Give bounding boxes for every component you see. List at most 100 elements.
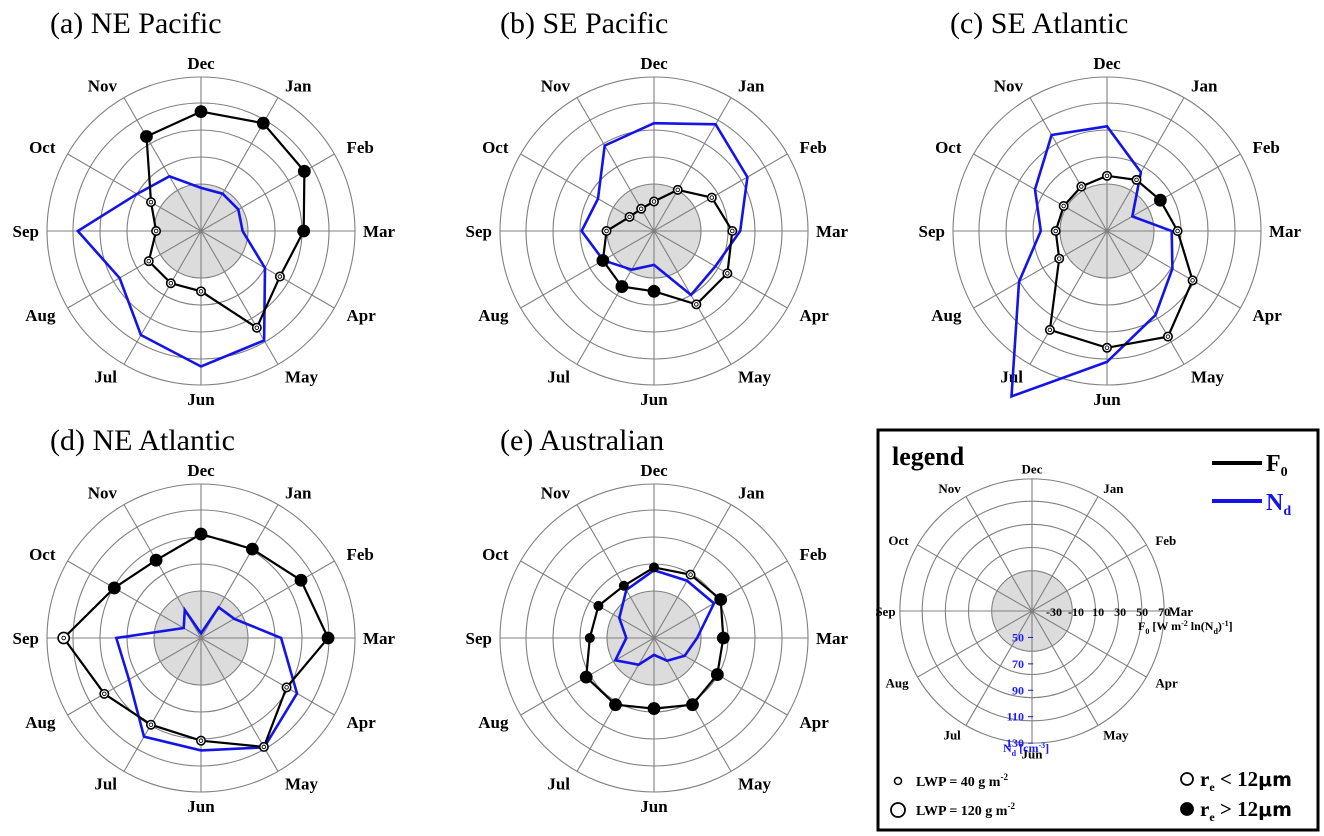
month-label-aug: Aug (886, 675, 910, 690)
f0-point-oct (593, 600, 604, 611)
spoke-nov (576, 504, 655, 639)
f0-point-jul (165, 278, 176, 289)
f0-point-mar (1172, 226, 1183, 237)
f0-point-nov (1076, 181, 1087, 192)
f0-tick-label: 30 (1114, 605, 1126, 619)
f0-point-nov (149, 553, 163, 567)
month-label-dec: Dec (1022, 462, 1043, 477)
month-label-oct: Oct (482, 138, 509, 157)
f0-point-jan (245, 542, 259, 556)
spoke-nov (123, 97, 202, 232)
f0-tick-label: -30 (1046, 605, 1062, 619)
month-label-aug: Aug (478, 713, 509, 732)
legend-nd-key: Nd (1212, 490, 1291, 519)
month-label-apr: Apr (1252, 306, 1282, 325)
month-label-feb: Feb (1252, 138, 1279, 157)
f0-point-apr (274, 271, 285, 282)
month-label-nov: Nov (88, 77, 118, 96)
spoke-aug (520, 230, 655, 309)
f0-point-oct (1058, 200, 1069, 211)
f0-point-jun (1102, 342, 1113, 353)
spoke-may (653, 230, 732, 365)
f0-point-may (1162, 331, 1173, 342)
spoke-apr (1031, 610, 1147, 678)
month-label-aug: Aug (478, 306, 509, 325)
f0-tick-label: -10 (1068, 605, 1084, 619)
month-label-nov: Nov (541, 77, 571, 96)
f0-point-jun (647, 284, 661, 298)
spoke-may (1031, 610, 1099, 726)
month-label-oct: Oct (29, 138, 56, 157)
month-label-jan: Jan (738, 484, 765, 503)
month-label-jun: Jun (1022, 747, 1044, 762)
month-label-dec: Dec (1093, 54, 1121, 73)
month-label-sep: Sep (919, 222, 945, 241)
nd-tick-label: 110 (1007, 710, 1024, 724)
month-label-feb: Feb (346, 138, 373, 157)
month-label-sep: Sep (466, 222, 492, 241)
panel-2: (b) SE Pacific Dec Jan Feb Mar Apr May Jun Jul Au… (466, 7, 849, 409)
f0-point-aug (99, 688, 110, 699)
f0-point-inner (627, 214, 632, 220)
f0-point-may (251, 322, 262, 333)
f0-point-inner (168, 280, 174, 286)
month-label-jan: Jan (1103, 481, 1124, 496)
spoke-may (1106, 230, 1185, 365)
f0-point-aug (596, 254, 610, 267)
month-label-mar: Mar (816, 629, 849, 648)
f0-point-inner (675, 187, 680, 193)
month-label-may: May (1191, 367, 1225, 386)
nd-tick-label: 50 (1012, 630, 1024, 644)
f0-point-inner (261, 744, 267, 750)
month-label-nov: Nov (938, 481, 961, 496)
month-label-feb: Feb (346, 545, 373, 564)
month-label-may: May (738, 774, 772, 793)
spoke-nov (965, 496, 1033, 612)
f0-point-jul (609, 698, 622, 712)
f0-point-inner (694, 302, 699, 307)
f0-point-jan (1131, 174, 1142, 185)
month-label-aug: Aug (25, 713, 56, 732)
f0-point-dec (648, 562, 659, 573)
spoke-jan (1106, 97, 1185, 232)
month-label-oct: Oct (935, 138, 962, 157)
f0-point-apr (1187, 275, 1198, 286)
month-label-jun: Jun (640, 797, 668, 816)
month-label-jul: Jul (94, 367, 117, 386)
f0-point-dec (1102, 170, 1113, 181)
f0-point-may (691, 299, 702, 310)
panel-title: (c) SE Atlantic (950, 7, 1128, 40)
month-label-jul: Jul (94, 774, 117, 793)
f0-point-jul (615, 280, 629, 293)
f0-point-inner (102, 691, 107, 697)
month-label-feb: Feb (799, 545, 826, 564)
f0-point-inner (1165, 334, 1171, 339)
f0-point-dec (194, 527, 208, 541)
f0-point-apr (722, 268, 733, 279)
legend-box: legend F0 Nd Dec Jan Feb Mar Apr May Jun Jul Aug… (875, 428, 1320, 832)
spoke-feb (1031, 544, 1147, 612)
month-label-jun: Jun (187, 797, 215, 816)
f0-point-inner (604, 228, 609, 234)
month-label-feb: Feb (1155, 533, 1176, 548)
f0-point-jun (196, 735, 207, 746)
legend-nd-label: Nd (1266, 490, 1291, 519)
spoke-nov (1029, 97, 1108, 232)
spoke-jul (576, 230, 655, 365)
panel-title: (b) SE Pacific (500, 7, 668, 40)
month-label-may: May (285, 774, 319, 793)
f0-axis-label: F0 [W m-2 ln(Nd)-1] (1138, 619, 1233, 636)
month-label-jan: Jan (285, 77, 312, 96)
spoke-apr (1106, 230, 1241, 309)
month-label-sep: Sep (13, 222, 39, 241)
f0-point-jan (685, 569, 696, 580)
f0-point-feb (297, 164, 311, 178)
spoke-aug (67, 637, 202, 716)
panel-1: (a) NE Pacific Dec Jan Feb Mar Apr May Jun Jul Au… (13, 7, 396, 409)
month-label-may: May (285, 367, 319, 386)
f0-point-inner (1061, 203, 1066, 209)
legend-lwp-small-marker (893, 776, 903, 786)
f0-point-inner (198, 289, 204, 294)
month-label-oct: Oct (29, 545, 56, 564)
